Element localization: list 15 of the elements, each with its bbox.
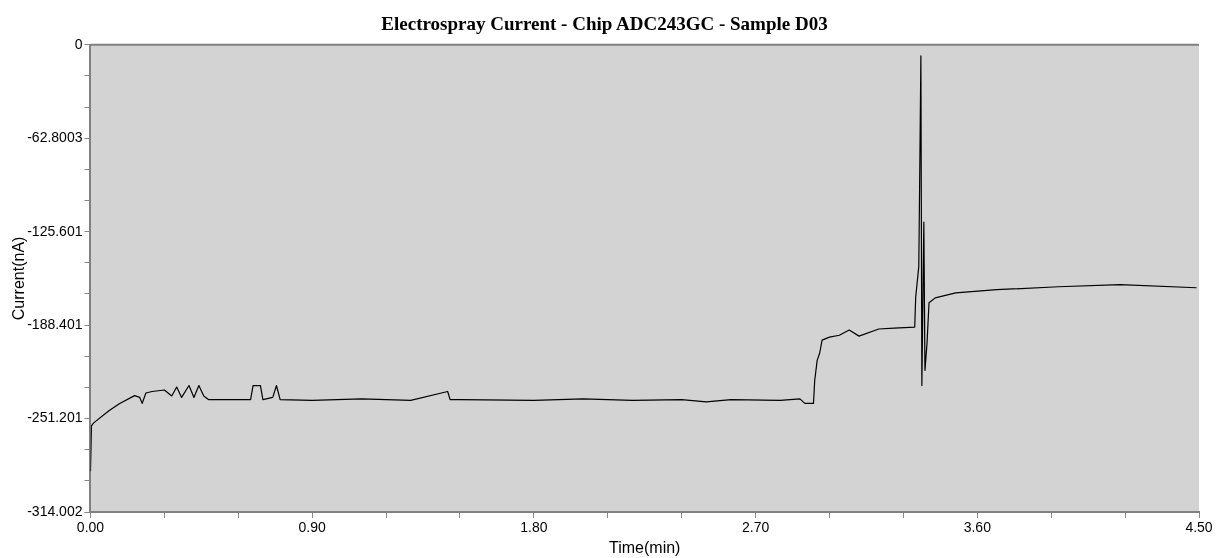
x-tick-label: 0.00 — [76, 519, 105, 536]
x-axis-title: Time(min) — [609, 538, 681, 556]
x-tick-label: 4.50 — [1185, 519, 1213, 536]
y-tick-label: -251.201 — [27, 409, 83, 426]
chart-title: Electrospray Current - Chip ADC243GC - Sample D03 — [381, 13, 828, 35]
y-tick-label: -188.401 — [27, 315, 83, 332]
x-tick-label: 1.80 — [520, 519, 548, 536]
x-tick-label: 2.70 — [741, 519, 770, 536]
y-tick-label: -314.002 — [27, 502, 83, 519]
y-tick-label: -125.601 — [27, 222, 83, 239]
y-tick-label: 0 — [74, 35, 83, 52]
y-axis-title: Current(nA) — [10, 236, 28, 321]
y-tick-label: -62.8003 — [27, 129, 83, 146]
x-tick-label: 0.90 — [298, 519, 327, 536]
x-tick-label: 3.60 — [963, 519, 992, 536]
